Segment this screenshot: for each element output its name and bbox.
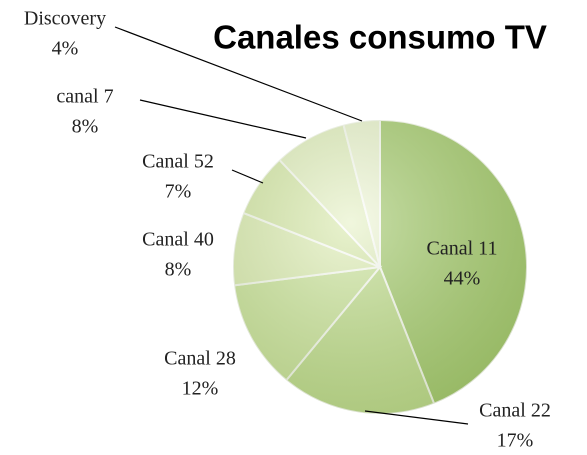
- leader-line: [114, 26, 363, 122]
- slice-value-label: 12%: [182, 378, 219, 400]
- leader-line: [364, 410, 469, 425]
- chart-title: Canales consumo TV: [213, 19, 547, 56]
- slice-label: Canal 22: [479, 400, 551, 422]
- slice-value-label: 8%: [165, 259, 192, 281]
- slice-value-label: 44%: [444, 268, 481, 290]
- slice-label: Canal 28: [164, 348, 236, 370]
- slice-value-label: 4%: [52, 38, 79, 60]
- slice-label: Discovery: [24, 8, 106, 30]
- slice-value-label: 8%: [72, 116, 99, 138]
- slice-label: Canal 52: [142, 151, 214, 173]
- slice-value-label: 17%: [497, 430, 534, 452]
- slice-value-label: 7%: [165, 181, 192, 203]
- slice-label: Canal 11: [427, 238, 498, 260]
- slice-label: Canal 40: [142, 229, 214, 251]
- slice-label: canal 7: [56, 86, 113, 108]
- leader-line: [139, 99, 307, 139]
- leader-line: [231, 169, 264, 184]
